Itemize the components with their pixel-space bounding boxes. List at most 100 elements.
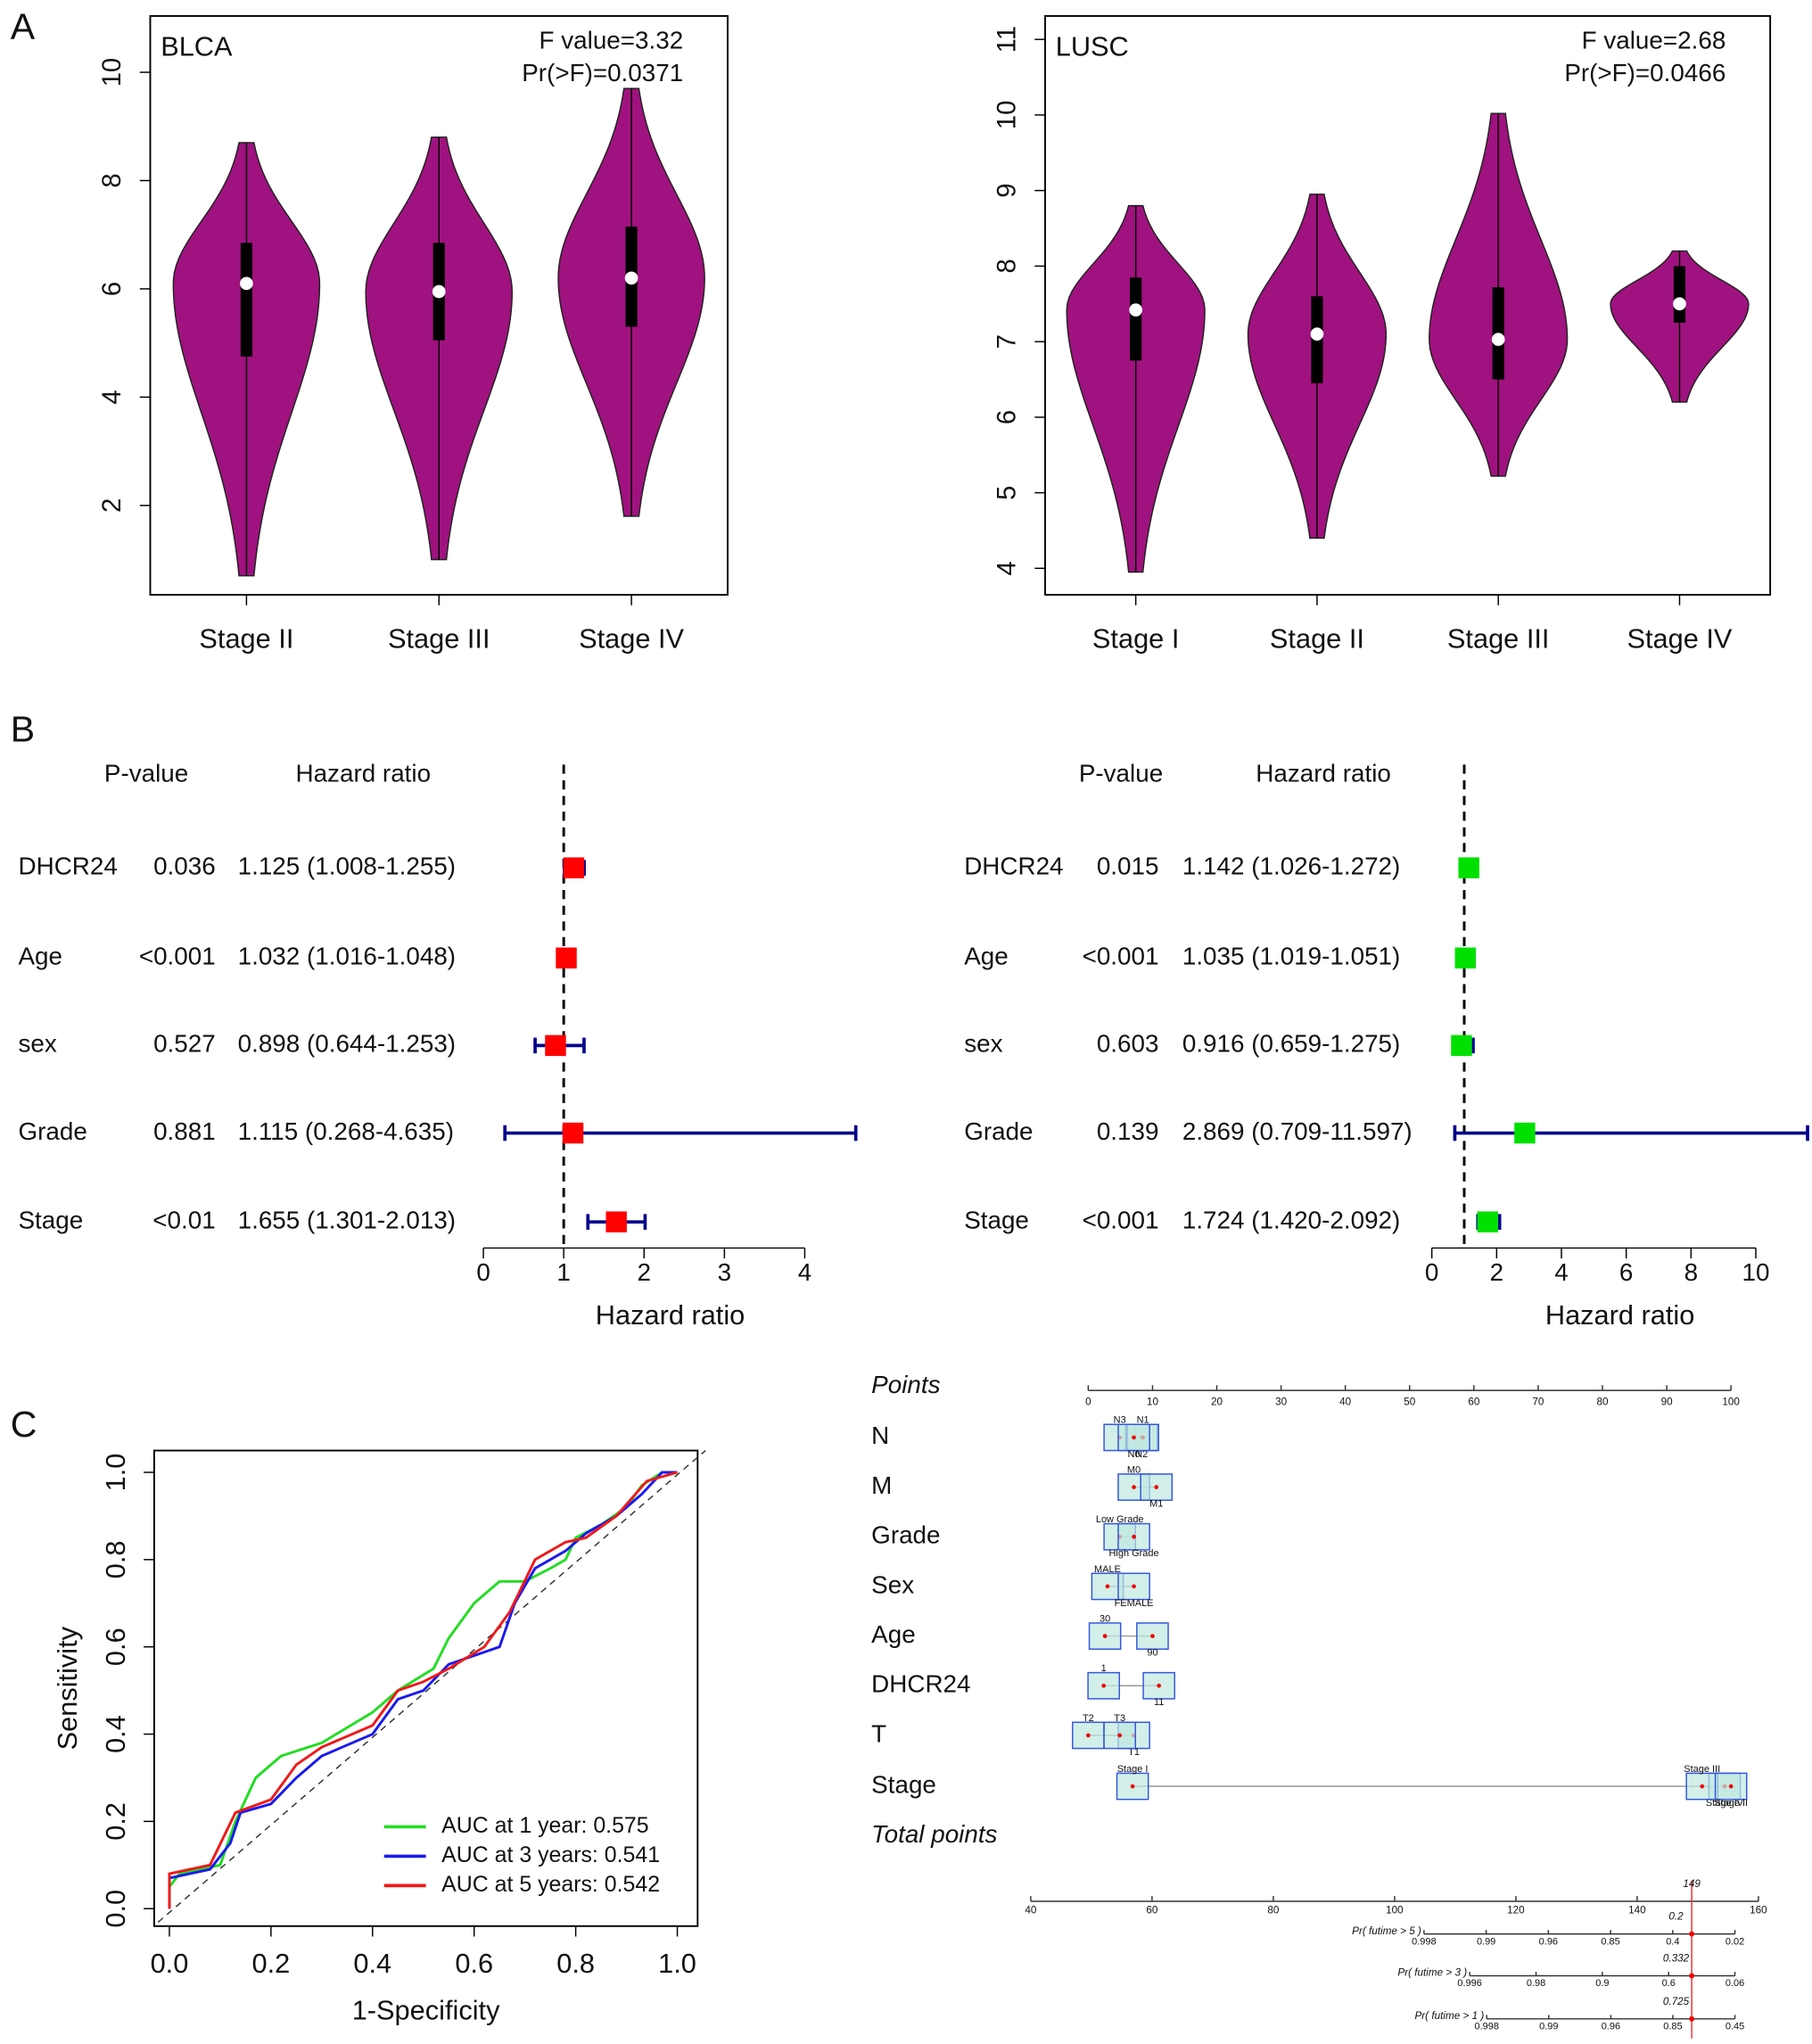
points-tick-label: 80	[1596, 1396, 1609, 1407]
chart-title: LUSC	[1056, 31, 1129, 62]
level-point	[1132, 1485, 1136, 1489]
hazard-ratio-label: 1.032 (1.016-1.048)	[238, 943, 456, 970]
level-point	[1728, 1784, 1734, 1789]
variable-name: T	[871, 1719, 886, 1747]
level-point	[1150, 1634, 1155, 1638]
row-label: Stage	[964, 1207, 1029, 1234]
y-tick-label: 8	[97, 173, 127, 187]
annotation: Pr(>F)=0.0371	[522, 59, 683, 87]
y-tick-label: 1.0	[100, 1454, 131, 1492]
hazard-ratio	[605, 1211, 627, 1232]
y-tick-label: 0.0	[100, 1890, 131, 1928]
level-point	[1101, 1683, 1107, 1688]
x-tick-label: 8	[1684, 1258, 1698, 1286]
x-tick-label: 0.2	[252, 1948, 291, 1979]
level-label: Stage III	[1684, 1764, 1720, 1775]
p-value: <0.001	[1083, 943, 1159, 970]
level-label: 11	[1154, 1697, 1164, 1708]
level-label: N0	[1128, 1449, 1141, 1460]
hazard-ratio-label: 1.035 (1.019-1.051)	[1182, 943, 1400, 970]
points-tick-label: 50	[1404, 1396, 1416, 1407]
column-header: P-value	[104, 759, 188, 787]
annotation: F value=2.68	[1582, 27, 1726, 54]
x-tick-label: Stage IV	[1627, 622, 1732, 654]
variable-name: Stage	[871, 1770, 936, 1798]
y-tick-label: 10	[992, 101, 1022, 130]
iqr-box	[240, 243, 252, 357]
level-label: 30	[1100, 1613, 1110, 1624]
level-label: N2	[1135, 1449, 1148, 1460]
level-point	[1130, 1784, 1135, 1789]
x-tick-label: Stage III	[1447, 622, 1550, 654]
variable-name: N	[871, 1422, 889, 1449]
hazard-ratio	[556, 947, 577, 968]
y-tick-label: 0.4	[100, 1715, 131, 1753]
median	[1673, 297, 1686, 311]
x-tick-label: 2	[638, 1258, 651, 1286]
probability-label: Pr( futime > 3 )	[1397, 1967, 1467, 1979]
variable-name: Grade	[871, 1521, 940, 1549]
row-label: Grade	[964, 1117, 1033, 1145]
level-point	[1132, 1584, 1136, 1589]
median	[1491, 333, 1505, 346]
level-label: Stage I	[1117, 1764, 1149, 1775]
x-tick-label: 0.0	[151, 1948, 189, 1979]
level-point	[1132, 1534, 1136, 1539]
total-tick-label: 100	[1386, 1904, 1404, 1916]
probability-tick-label: 0.06	[1726, 1978, 1744, 1989]
hazard-ratio	[563, 857, 585, 878]
x-tick-label: 2	[1490, 1258, 1503, 1286]
points-tick-label: 60	[1468, 1396, 1480, 1407]
x-tick-label: 0.4	[353, 1948, 391, 1979]
variable-name: DHCR24	[871, 1670, 970, 1698]
y-tick-label: 5	[992, 485, 1022, 499]
level-label: 90	[1147, 1648, 1157, 1659]
probability-point	[1689, 2015, 1695, 2022]
roc-curve	[168, 1471, 678, 1909]
probability-value: 0.332	[1663, 1953, 1690, 1965]
x-tick-label: 4	[798, 1258, 811, 1286]
total-tick-label: 40	[1025, 1904, 1037, 1916]
points-tick-label: 70	[1532, 1396, 1544, 1407]
y-tick-label: 9	[992, 183, 1022, 197]
panel-label: A	[11, 5, 36, 46]
x-tick-label: 1	[556, 1258, 570, 1286]
x-axis-title: Hazard ratio	[1545, 1299, 1694, 1331]
hazard-ratio-label: 2.869 (0.709-11.597)	[1182, 1117, 1413, 1145]
row-label: Grade	[19, 1117, 87, 1145]
probability-label: Pr( futime > 5 )	[1352, 1925, 1421, 1937]
hazard-ratio-label: 1.724 (1.420-2.092)	[1182, 1207, 1400, 1234]
points-tick-label: 30	[1275, 1396, 1288, 1407]
level-point	[1700, 1784, 1705, 1789]
p-value: 0.139	[1097, 1117, 1159, 1145]
variable-name: M	[871, 1471, 892, 1499]
probability-tick-label: 0.996	[1457, 1978, 1481, 1989]
level-point	[1086, 1733, 1091, 1738]
y-tick-label: 0.2	[100, 1802, 131, 1841]
diagonal	[157, 1449, 706, 1923]
hazard-ratio	[1451, 1034, 1472, 1057]
hazard-ratio-label: 0.898 (0.644-1.253)	[238, 1030, 456, 1058]
legend-label: AUC at 5 years: 0.542	[441, 1872, 660, 1897]
y-tick-label: 6	[97, 282, 127, 296]
level-label: 1	[1101, 1663, 1107, 1674]
probability-value: 0.725	[1663, 1996, 1690, 2007]
level-label: High Grade	[1109, 1548, 1159, 1559]
p-value: 0.527	[153, 1030, 216, 1058]
hazard-ratio	[1477, 1211, 1499, 1232]
x-tick-label: 0.8	[556, 1948, 595, 1979]
y-tick-label: 0.6	[100, 1628, 131, 1666]
chart-title: BLCA	[161, 31, 233, 62]
column-header: Hazard ratio	[1256, 759, 1391, 787]
iqr-box	[1673, 266, 1686, 323]
y-tick-label: 8	[992, 259, 1022, 273]
y-tick-label: 10	[97, 58, 127, 87]
level-point	[1105, 1584, 1110, 1589]
p-value: 0.881	[153, 1117, 216, 1145]
probability-tick-label: 0.998	[1474, 2022, 1498, 2032]
level-label: Low Grade	[1096, 1514, 1144, 1525]
total-tick-label: 80	[1267, 1904, 1280, 1916]
probability-tick-label: 0.96	[1602, 2022, 1620, 2032]
total-tick-label: 140	[1628, 1904, 1646, 1916]
